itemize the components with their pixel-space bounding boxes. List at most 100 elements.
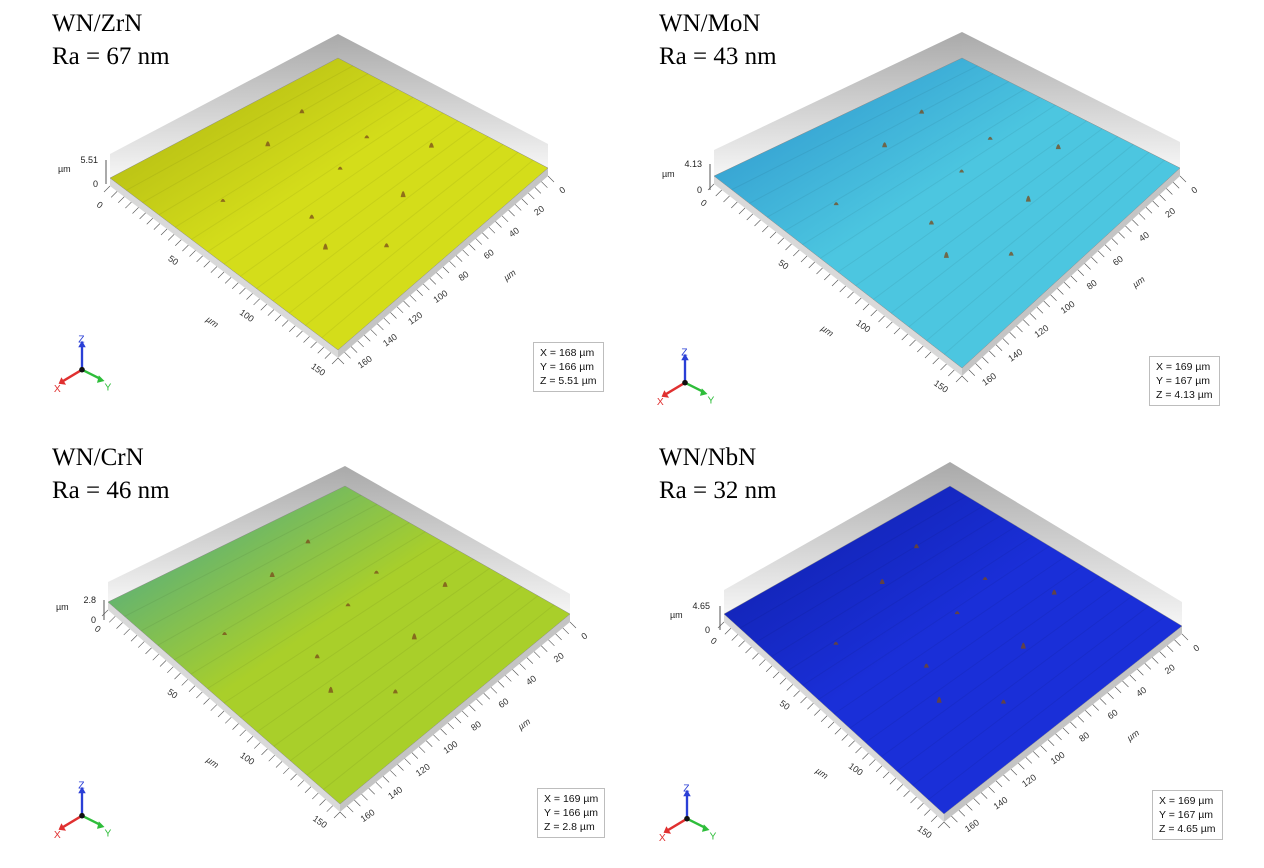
y-tick-mark xyxy=(521,198,528,205)
y-tick-mark xyxy=(1107,692,1114,699)
surface-texture-line xyxy=(865,575,1100,743)
x-tick-mark xyxy=(110,191,118,198)
surface-texture-line xyxy=(174,522,410,661)
y-tick-mark xyxy=(488,226,496,234)
x-tick-mark xyxy=(752,653,759,660)
x-arrow xyxy=(667,817,688,831)
x-tick-mark xyxy=(786,684,793,691)
y-unit-label: µm xyxy=(1131,274,1148,290)
z-axis-letter: Z xyxy=(78,335,84,346)
dimension-x-value: X = 169 µm xyxy=(1159,795,1214,807)
y-tick-mark xyxy=(461,710,469,718)
y-tick-mark xyxy=(975,363,982,370)
x-tick-mark xyxy=(707,183,715,191)
x-tick-mark xyxy=(841,734,848,741)
surface-peak xyxy=(400,191,406,198)
y-tick-mark xyxy=(357,340,364,348)
y-tick-mark xyxy=(495,221,502,228)
x-tick-mark xyxy=(738,207,746,215)
surface-peak xyxy=(392,689,398,694)
y-tick-mark xyxy=(475,238,483,245)
back-wall-right xyxy=(962,32,1180,168)
y-tick-mark xyxy=(1114,686,1122,694)
y-tick-label: 140 xyxy=(1006,347,1024,364)
y-tick-mark xyxy=(1057,288,1064,295)
surface-texture-line xyxy=(896,595,1133,772)
x-tick-mark xyxy=(296,330,303,338)
x-tick-mark xyxy=(181,679,188,686)
surface-texture-line xyxy=(786,525,1017,672)
x-tick-mark xyxy=(785,243,792,251)
y-tick-label: 80 xyxy=(469,719,483,733)
x-tick-mark xyxy=(889,778,897,785)
y-tick-mark xyxy=(1009,332,1016,339)
y-tick-mark xyxy=(1092,704,1099,711)
z-axis-letter: Z xyxy=(681,348,687,359)
surface-plot: 4.65 0 µm 0 50 100 150 µm 0 20 40 60 80 100 120 140 160 µ… xyxy=(670,462,1201,840)
y-tick-label: 100 xyxy=(441,739,459,756)
y-tick-label: 20 xyxy=(1163,662,1177,676)
x-tick-mark xyxy=(283,767,290,775)
y-tick-label: 140 xyxy=(381,332,399,349)
y-tick-label: 160 xyxy=(359,807,377,824)
y-tick-mark xyxy=(1159,651,1166,658)
surface-texture-line xyxy=(927,615,1166,801)
z-axis-letter: Z xyxy=(78,781,84,792)
x-tick-mark xyxy=(827,721,835,729)
z-zero-label: 0 xyxy=(93,179,98,189)
axes-orientation-icon: Z X Y xyxy=(54,781,112,841)
x-tick-mark xyxy=(167,234,175,241)
x-tick-mark xyxy=(754,219,761,227)
y-tick-mark xyxy=(1091,257,1098,264)
y-tick-label: 20 xyxy=(552,651,566,665)
sample-title: WN/MoN xyxy=(659,10,761,37)
x-tick-mark xyxy=(930,815,938,822)
surface-texture-line xyxy=(140,503,378,632)
x-tick-mark xyxy=(878,315,885,323)
y-tick-mark xyxy=(1118,232,1125,239)
x-tick-mark xyxy=(800,696,807,704)
surface-plot: 5.51 0 µm 0 50 100 150 µm 0 20 40 60 80 100 120 140 160 µ… xyxy=(58,34,567,378)
y-tick-mark xyxy=(1003,774,1010,782)
base-slab-side xyxy=(340,614,570,812)
surface-texture-line xyxy=(731,65,978,191)
y-tick-mark xyxy=(1152,200,1159,208)
x-tick-mark xyxy=(869,759,876,766)
x-tick-mark xyxy=(855,297,862,305)
surface-peak xyxy=(982,577,988,580)
x-tick-mark xyxy=(955,375,963,383)
surface-texture-line xyxy=(890,136,1119,314)
y-tick-mark xyxy=(1043,300,1050,308)
x-tick-mark xyxy=(317,347,324,354)
surface-texture-line xyxy=(802,535,1034,686)
y-tick-mark xyxy=(382,776,390,783)
y-tick-label: 60 xyxy=(482,247,496,261)
x-tick-mark xyxy=(253,298,260,306)
surface-peak xyxy=(833,641,839,645)
y-tick-mark xyxy=(1129,674,1137,682)
y-tick-mark xyxy=(482,232,489,240)
x-tick-mark xyxy=(132,207,139,214)
x-tick-mark xyxy=(793,690,800,697)
surface-plot: 2.8 0 µm 0 50 100 150 µm 0 20 40 60 80 100 120 140 160 µm xyxy=(56,466,589,830)
y-tick-mark xyxy=(449,261,456,268)
surface-map xyxy=(109,57,549,351)
y-tick-mark xyxy=(519,663,526,670)
y-tick-mark xyxy=(1036,307,1044,314)
y-tick-mark xyxy=(958,810,966,817)
y-arrow xyxy=(81,814,102,827)
surface-texture-line xyxy=(190,531,426,675)
y-tick-mark xyxy=(548,639,555,647)
surface-texture-line xyxy=(323,604,555,790)
y-tick-mark xyxy=(951,815,958,823)
x-tick-label: 0 xyxy=(699,197,709,208)
back-wall-left xyxy=(108,466,345,602)
y-tick-mark xyxy=(344,352,351,359)
y-tick-mark xyxy=(1145,207,1153,214)
y-tick-label: 120 xyxy=(1020,772,1038,789)
x-tick-mark xyxy=(326,805,333,812)
base-slab-front xyxy=(714,176,962,376)
x-tick-mark xyxy=(203,698,210,705)
x-tick-mark xyxy=(138,641,145,648)
y-axis-letter: Y xyxy=(105,828,112,839)
